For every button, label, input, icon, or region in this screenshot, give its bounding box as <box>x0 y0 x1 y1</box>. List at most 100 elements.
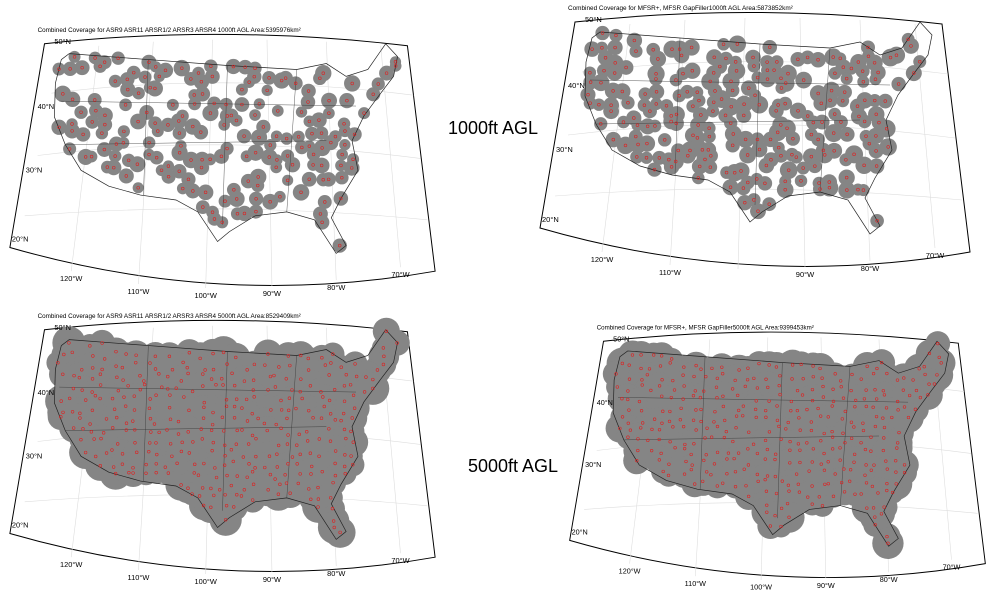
radar-site <box>124 404 128 408</box>
radar-site <box>344 373 348 377</box>
radar-site <box>874 397 879 401</box>
radar-site <box>881 389 885 393</box>
coverage-area <box>195 200 210 214</box>
radar-site <box>68 67 72 71</box>
radar-site <box>229 483 234 488</box>
radar-site <box>841 65 846 69</box>
radar-site <box>820 120 824 124</box>
radar-site <box>305 430 309 434</box>
radar-site <box>725 457 729 461</box>
radar-site <box>136 119 140 124</box>
radar-site <box>736 451 741 455</box>
radar-site <box>777 384 781 388</box>
coverage-area <box>161 169 176 184</box>
radar-site <box>652 417 657 421</box>
radar-site <box>351 157 355 162</box>
coverage-area <box>857 114 872 129</box>
radar-site <box>57 125 61 129</box>
radar-site <box>338 530 342 535</box>
coverage-area <box>262 70 276 85</box>
radar-site <box>166 374 170 379</box>
radar-site <box>705 470 709 474</box>
radar-site <box>709 154 713 158</box>
radar-site <box>819 414 823 418</box>
radar-site <box>251 378 256 382</box>
radar-site <box>810 399 815 403</box>
coverage-area <box>706 104 720 118</box>
radar-site <box>691 418 696 422</box>
radar-site <box>774 491 779 496</box>
radar-site <box>715 450 720 455</box>
lat-label: 50°N <box>54 323 71 332</box>
us-outline <box>54 43 398 254</box>
state-border <box>65 140 327 145</box>
radar-site <box>212 217 217 221</box>
radar-site <box>138 387 143 392</box>
radar-site <box>821 148 826 153</box>
coverage-area <box>768 103 784 119</box>
us-outline <box>584 21 933 235</box>
radar-site <box>734 69 739 73</box>
radar-site <box>286 354 291 358</box>
radar-site <box>849 66 854 71</box>
coverage-area <box>747 59 761 73</box>
lon-label: 80°W <box>327 569 345 578</box>
coverage-area <box>630 150 644 164</box>
radar-site <box>181 186 185 191</box>
coverage-area <box>872 527 904 559</box>
coverage-area <box>185 183 201 199</box>
radar-site <box>112 407 117 411</box>
coverage-area <box>249 109 261 121</box>
lon-label: 110°W <box>685 579 706 588</box>
radar-site <box>180 114 185 118</box>
coverage-area <box>173 59 191 77</box>
radar-site <box>344 436 348 441</box>
radar-site <box>223 454 227 458</box>
radar-site <box>833 472 837 476</box>
radar-site <box>600 31 605 35</box>
coverage-area <box>794 174 808 188</box>
radar-site <box>699 367 703 371</box>
coverage-area <box>702 130 716 143</box>
radar-site <box>733 485 738 489</box>
radar-site <box>743 200 747 205</box>
radar-site <box>254 209 258 214</box>
radar-site <box>861 188 866 192</box>
radar-site <box>177 151 182 155</box>
radar-site <box>879 360 884 365</box>
radar-site <box>329 361 333 365</box>
radar-site <box>124 428 129 432</box>
coverage-area <box>317 195 332 209</box>
graticule <box>326 41 337 281</box>
radar-site <box>278 195 282 199</box>
map-panel: Combined Coverage for MFSR+, MFSR GapFil… <box>569 325 986 592</box>
radar-site <box>884 406 889 410</box>
radar-site <box>318 212 323 216</box>
radar-site <box>660 378 664 382</box>
radar-site <box>902 376 906 380</box>
coverage-area <box>248 204 263 219</box>
radar-site <box>831 399 836 404</box>
radar-site <box>98 396 102 401</box>
radar-site <box>918 395 923 400</box>
radar-site <box>726 451 731 455</box>
radar-site <box>200 437 204 441</box>
coverage-area <box>887 46 906 64</box>
radar-site <box>288 363 292 368</box>
radar-site <box>203 368 207 372</box>
radar-site <box>163 68 168 73</box>
radar-site <box>343 453 347 457</box>
radar-site <box>56 361 60 365</box>
radar-site <box>733 378 737 383</box>
radar-site <box>826 482 830 486</box>
radar-site <box>122 395 126 399</box>
radar-site <box>689 452 693 457</box>
radar-site <box>932 382 937 386</box>
radar-site <box>166 164 171 168</box>
coverage-area <box>236 205 253 222</box>
radar-site <box>121 141 126 145</box>
coverage-area <box>816 146 834 164</box>
radar-site <box>251 388 255 392</box>
coverage-area <box>216 216 229 229</box>
radar-site <box>320 470 324 474</box>
